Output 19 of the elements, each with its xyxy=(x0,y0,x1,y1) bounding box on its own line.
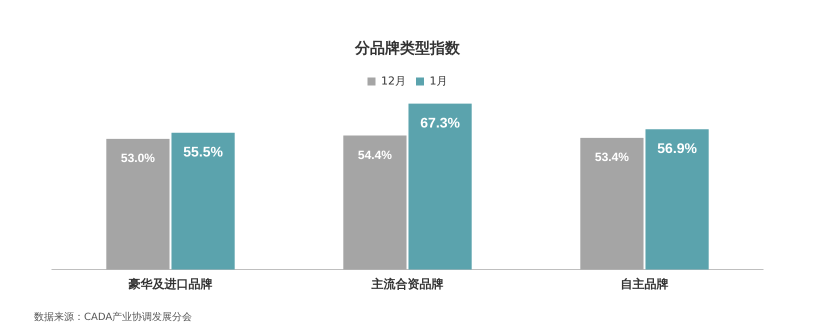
chart-title: 分品牌类型指数 xyxy=(354,38,461,57)
bar xyxy=(171,132,235,270)
data-label: 53.0% xyxy=(120,151,156,166)
data-label: 54.4% xyxy=(358,148,392,162)
data-label: 53.4% xyxy=(594,150,630,164)
data-label: 56.9% xyxy=(657,140,698,156)
source-note: 数据来源：CADA产业协调发展分会 xyxy=(34,310,192,324)
bar xyxy=(343,135,407,270)
bar xyxy=(580,138,644,270)
x-tick-label: 豪华及进口品牌 xyxy=(128,276,212,291)
x-tick-label: 主流合资品牌 xyxy=(370,276,444,291)
legend-label: 12月 xyxy=(381,74,406,88)
bar xyxy=(106,138,170,270)
bar xyxy=(645,129,709,270)
legend-label: 1月 xyxy=(430,74,448,88)
data-label: 55.5% xyxy=(183,144,224,160)
x-tick-label: 自主品牌 xyxy=(620,276,668,291)
data-label: 67.3% xyxy=(420,114,460,131)
bar xyxy=(408,104,472,270)
